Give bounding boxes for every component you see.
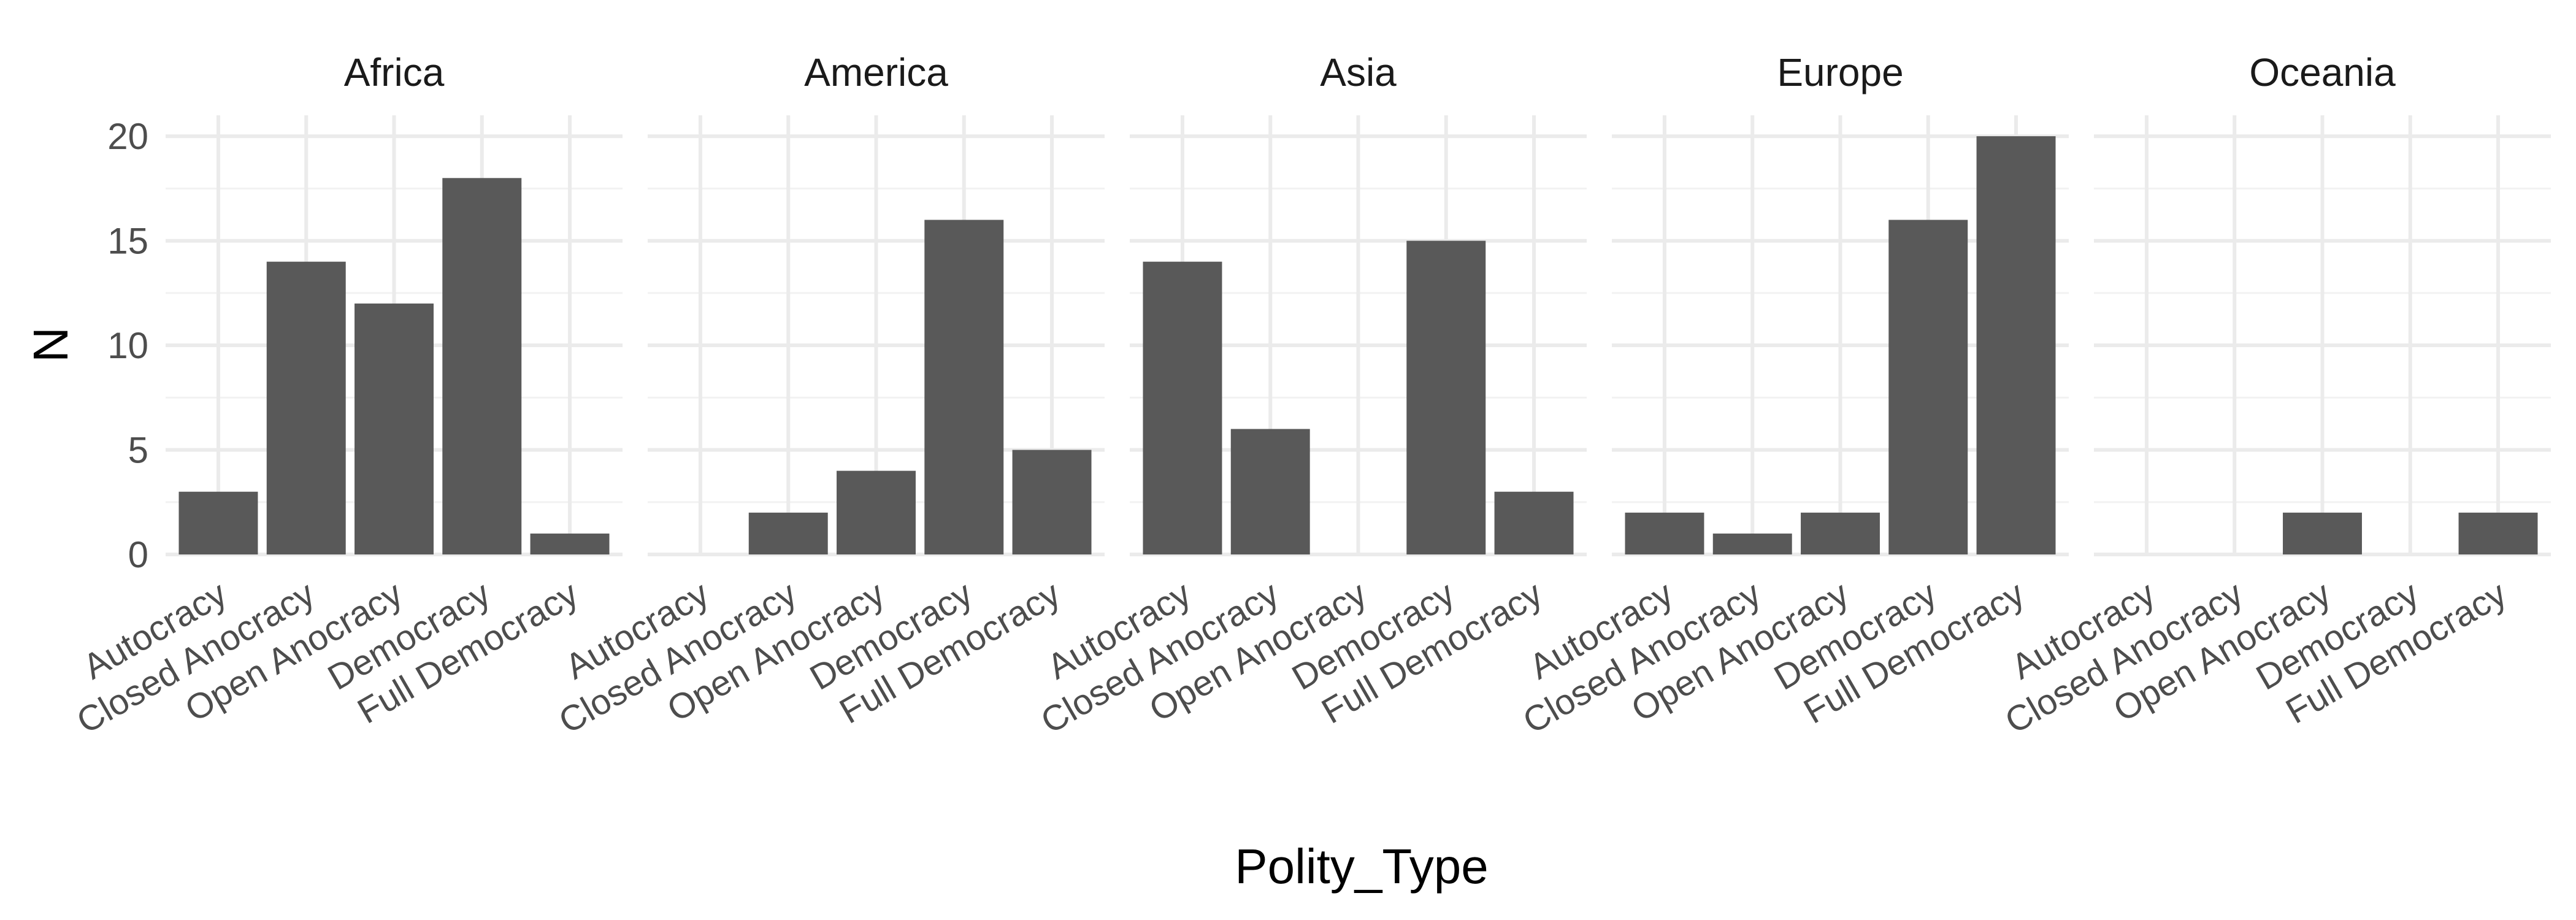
x-axis-title: Polity_Type bbox=[1235, 839, 1489, 894]
bar-europe-autocracy bbox=[1625, 512, 1704, 554]
bar-america-closed-anocracy bbox=[748, 512, 828, 554]
y-axis-title: N bbox=[23, 327, 78, 362]
bar-asia-autocracy bbox=[1143, 261, 1222, 554]
facet-title: Africa bbox=[344, 50, 445, 94]
y-axis: 0 5 10 15 20 bbox=[107, 116, 148, 575]
y-tick-label: 10 bbox=[107, 325, 148, 366]
bar-africa-closed-anocracy bbox=[266, 261, 346, 554]
bar-asia-full-democracy bbox=[1494, 491, 1574, 554]
bar-oceania-open-anocracy bbox=[2283, 512, 2362, 554]
bar-america-democracy bbox=[924, 220, 1004, 554]
bar-asia-closed-anocracy bbox=[1230, 429, 1310, 554]
bar-africa-democracy bbox=[442, 178, 522, 554]
y-tick-label: 20 bbox=[107, 116, 148, 157]
bar-africa-full-democracy bbox=[530, 533, 610, 554]
facet-title: Asia bbox=[1320, 50, 1397, 94]
facet-title: Oceania bbox=[2249, 50, 2396, 94]
bar-europe-open-anocracy bbox=[1801, 512, 1880, 554]
facet-title: Europe bbox=[1777, 50, 1903, 94]
y-tick-label: 0 bbox=[128, 534, 148, 575]
bar-africa-autocracy bbox=[178, 491, 258, 554]
facet-title: America bbox=[804, 50, 948, 94]
bar-america-open-anocracy bbox=[837, 470, 916, 554]
bar-america-full-democracy bbox=[1012, 450, 1092, 554]
bar-africa-open-anocracy bbox=[355, 303, 434, 554]
bar-europe-democracy bbox=[1888, 220, 1968, 554]
bar-europe-closed-anocracy bbox=[1712, 533, 1792, 554]
bar-oceania-full-democracy bbox=[2458, 512, 2538, 554]
y-tick-label: 5 bbox=[128, 430, 148, 471]
bar-europe-full-democracy bbox=[1976, 136, 2056, 555]
y-tick-label: 15 bbox=[107, 221, 148, 262]
bar-asia-democracy bbox=[1406, 240, 1486, 554]
